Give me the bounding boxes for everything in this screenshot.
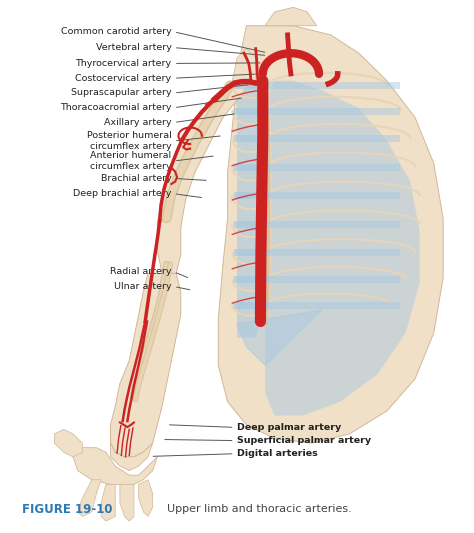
- Text: Deep palmar artery: Deep palmar artery: [237, 423, 341, 432]
- Polygon shape: [120, 484, 134, 521]
- Polygon shape: [55, 429, 82, 457]
- Polygon shape: [237, 310, 321, 365]
- Text: Thoracoacromial artery: Thoracoacromial artery: [60, 103, 172, 112]
- Text: Brachial artery: Brachial artery: [100, 174, 172, 183]
- Text: FIGURE 19-10: FIGURE 19-10: [21, 503, 112, 515]
- Text: Common carotid artery: Common carotid artery: [61, 27, 172, 36]
- Text: Thyrocervical artery: Thyrocervical artery: [75, 59, 172, 68]
- Text: Superficial palmar artery: Superficial palmar artery: [237, 436, 371, 445]
- Polygon shape: [157, 80, 251, 273]
- Text: Digital arteries: Digital arteries: [237, 449, 318, 458]
- Text: Radial artery: Radial artery: [110, 267, 172, 276]
- Polygon shape: [138, 480, 153, 516]
- Text: Axillary artery: Axillary artery: [104, 118, 172, 127]
- Text: Costocervical artery: Costocervical artery: [75, 74, 172, 83]
- Polygon shape: [265, 7, 317, 26]
- Text: Posterior humeral
circumflex artery: Posterior humeral circumflex artery: [87, 131, 172, 151]
- Polygon shape: [101, 484, 115, 521]
- Text: Suprascapular artery: Suprascapular artery: [71, 88, 172, 98]
- Polygon shape: [265, 80, 419, 416]
- Polygon shape: [78, 480, 101, 516]
- Polygon shape: [110, 443, 153, 471]
- Polygon shape: [73, 448, 157, 484]
- Text: Ulnar artery: Ulnar artery: [114, 282, 172, 291]
- Polygon shape: [232, 80, 265, 337]
- Text: Upper limb and thoracic arteries.: Upper limb and thoracic arteries.: [167, 504, 352, 514]
- Text: Anterior humeral
circumflex artery: Anterior humeral circumflex artery: [90, 151, 172, 171]
- Text: Deep brachial artery: Deep brachial artery: [73, 189, 172, 198]
- Polygon shape: [218, 26, 443, 443]
- Polygon shape: [232, 49, 256, 80]
- Polygon shape: [110, 273, 181, 457]
- Text: Vertebral artery: Vertebral artery: [96, 43, 172, 52]
